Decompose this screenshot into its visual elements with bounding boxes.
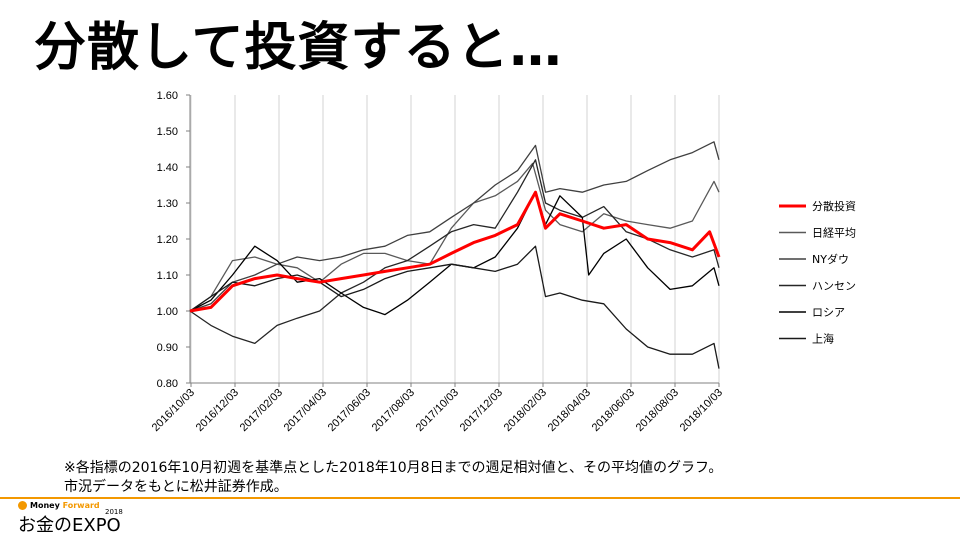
x-tick-label: 2017/06/03 — [326, 387, 373, 434]
series-line-0 — [189, 190, 721, 313]
line-chart: 0.80 0.90 1.00 1.10 1.20 1.30 1.40 1.50 1.60 201… — [150, 90, 856, 434]
y-tick-label: 1.20 — [157, 234, 178, 246]
y-tick-label: 0.90 — [157, 342, 178, 354]
money-forward-logo: Money Forward — [18, 501, 100, 510]
footer-divider — [0, 497, 960, 499]
series-line-1 — [189, 162, 720, 312]
x-tick-label: 2018/02/03 — [502, 387, 549, 434]
x-tick-label: 2017/12/03 — [458, 387, 505, 434]
y-tick-label: 1.00 — [157, 306, 178, 318]
legend-label: ロシア — [812, 306, 845, 319]
x-tick-label: 2018/06/03 — [590, 387, 637, 434]
legend-label: ハンセン — [812, 280, 856, 293]
x-tick-label: 2017/04/03 — [282, 387, 329, 434]
footnote-line-2: 市況データをもとに松井証券作成。 — [64, 479, 288, 495]
y-tick-label: 0.80 — [157, 378, 178, 390]
event-year: 2018 — [105, 508, 123, 516]
x-tick-label: 2017/08/03 — [370, 387, 417, 434]
x-tick-label: 2018/10/03 — [678, 387, 725, 434]
x-tick-label: 2017/02/03 — [238, 387, 285, 434]
x-tick-label: 2016/10/03 — [150, 387, 197, 434]
footnote-line-1: ※各指標の2016年10月初週を基準点とした2018年10月8日までの週足相対値… — [64, 460, 723, 476]
series-line-3 — [189, 159, 720, 345]
y-tick-label: 1.30 — [157, 198, 178, 210]
y-tick-labels: 0.80 0.90 1.00 1.10 1.20 1.30 1.40 1.50 1.60 — [157, 90, 190, 390]
brand-name-a: Money — [30, 501, 60, 510]
x-tick-label: 2016/12/03 — [194, 387, 241, 434]
y-tick-label: 1.40 — [157, 162, 178, 174]
event-logo: Money Forward 2018 お金のEXPO — [18, 501, 138, 537]
chart-gridlines — [190, 95, 720, 383]
legend-label: 分散投資 — [812, 199, 856, 213]
y-tick-label: 1.60 — [157, 90, 178, 102]
x-tick-label: 2017/10/03 — [414, 387, 461, 434]
series-line-2 — [189, 141, 720, 312]
event-name: お金のEXPO — [18, 515, 121, 536]
slide-title: 分散して投資すると… — [34, 18, 563, 78]
x-tick-label: 2018/08/03 — [634, 387, 681, 434]
y-tick-label: 1.50 — [157, 126, 178, 138]
legend-label: 日経平均 — [812, 227, 856, 240]
brand-mark-icon — [18, 501, 27, 510]
brand-name-b: Forward — [62, 501, 100, 510]
legend-label: 上海 — [812, 332, 834, 346]
footnote: ※各指標の2016年10月初週を基準点とした2018年10月8日までの週足相対値… — [64, 459, 722, 497]
legend-label: NYダウ — [812, 252, 849, 266]
chart-series — [189, 141, 721, 369]
x-tick-label: 2018/04/03 — [546, 387, 593, 434]
x-tick-labels: 2016/10/032016/12/032017/02/032017/04/03… — [150, 383, 725, 434]
series-line-5 — [189, 245, 720, 369]
y-tick-label: 1.10 — [157, 270, 178, 282]
series-line-4 — [189, 191, 720, 316]
